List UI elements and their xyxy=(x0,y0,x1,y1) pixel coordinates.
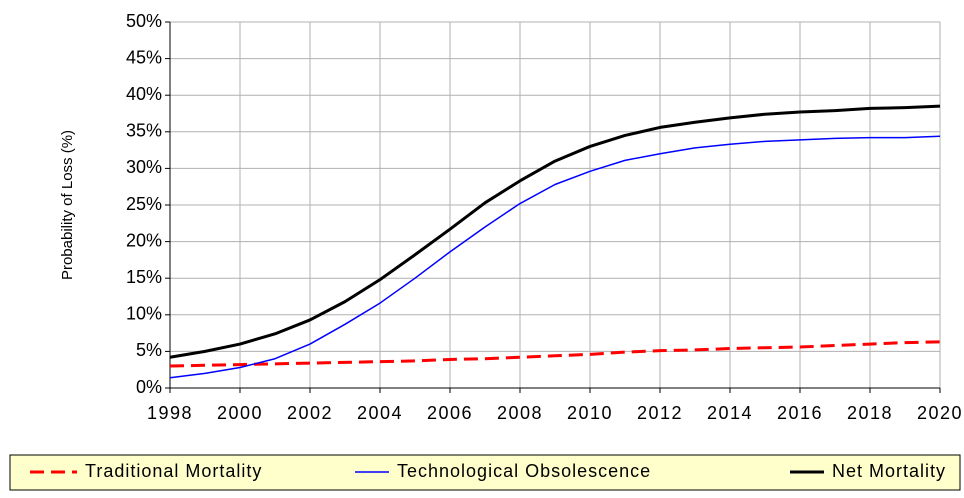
x-tick-label: 2020 xyxy=(917,403,963,423)
line-series xyxy=(169,340,941,368)
legend-label: Traditional Mortality xyxy=(85,461,262,481)
x-tick-label: 2012 xyxy=(637,403,683,423)
x-tick-label: 2006 xyxy=(427,403,473,423)
legend-label: Technological Obsolescence xyxy=(397,461,651,481)
x-tick-label: 2002 xyxy=(287,403,333,423)
x-tick-label: 2000 xyxy=(217,403,263,423)
y-tick-label: 25% xyxy=(126,194,162,214)
y-tick-label: 45% xyxy=(126,47,162,67)
y-tick-label: 35% xyxy=(126,121,162,141)
y-tick-label: 15% xyxy=(126,267,162,287)
line-series xyxy=(169,104,941,359)
y-tick-label: 10% xyxy=(126,304,162,324)
x-tick-label: 2018 xyxy=(847,403,893,423)
y-tick-label: 5% xyxy=(136,340,162,360)
y-tick-label: 20% xyxy=(126,230,162,250)
x-tick-label: 2014 xyxy=(707,403,753,423)
line-series xyxy=(169,135,941,379)
legend-label: Net Mortality xyxy=(832,461,946,481)
y-tick-label: 40% xyxy=(126,84,162,104)
x-tick-label: 2008 xyxy=(497,403,543,423)
y-tick-label: 50% xyxy=(126,11,162,31)
y-tick-label: 30% xyxy=(126,157,162,177)
x-tick-label: 2016 xyxy=(777,403,823,423)
x-tick-label: 2010 xyxy=(567,403,613,423)
x-tick-label: 1998 xyxy=(147,403,193,423)
x-tick-label: 2004 xyxy=(357,403,403,423)
y-axis-label: Probability of Loss (%) xyxy=(59,130,76,280)
y-tick-label: 0% xyxy=(136,377,162,397)
